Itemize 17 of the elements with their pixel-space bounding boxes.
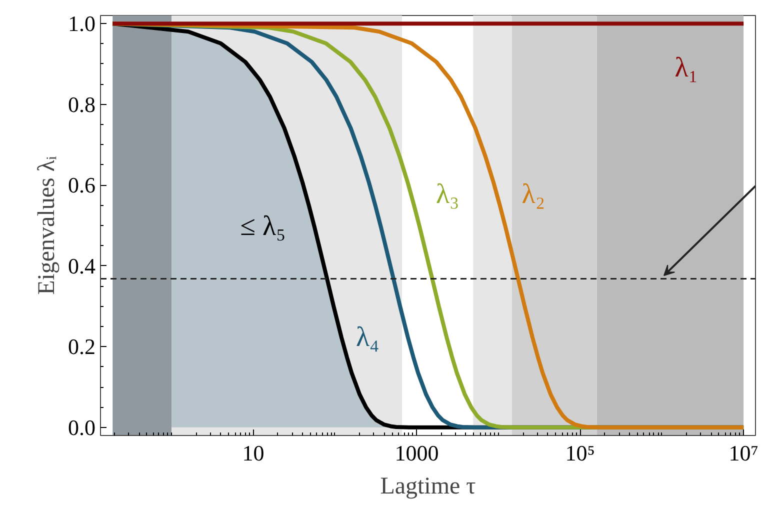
x-tick-label: 10⁵ bbox=[565, 440, 595, 466]
series-label: λ₃ bbox=[436, 178, 460, 210]
series-label: ≤ λ₅ bbox=[240, 211, 286, 242]
y-tick-label: 0.0 bbox=[68, 414, 96, 440]
series-label: λ₁ bbox=[674, 52, 698, 84]
x-axis-title: Lagtime τ bbox=[380, 474, 476, 500]
y-tick-label: 0.6 bbox=[68, 172, 96, 198]
y-tick-label: 0.8 bbox=[68, 92, 96, 117]
y-tick-label: 0.2 bbox=[68, 334, 96, 360]
y-axis-title: Eigenvalues λᵢ bbox=[34, 156, 60, 295]
y-tick-label: 0.4 bbox=[68, 253, 96, 278]
series-label: λ₂ bbox=[522, 178, 546, 210]
x-tick-label: 10⁷ bbox=[728, 440, 758, 466]
x-tick-label: 10 bbox=[242, 440, 264, 466]
y-tick-label: 1.0 bbox=[68, 11, 96, 36]
x-tick-label: 1000 bbox=[394, 440, 439, 466]
series-label: λ₄ bbox=[356, 322, 380, 353]
